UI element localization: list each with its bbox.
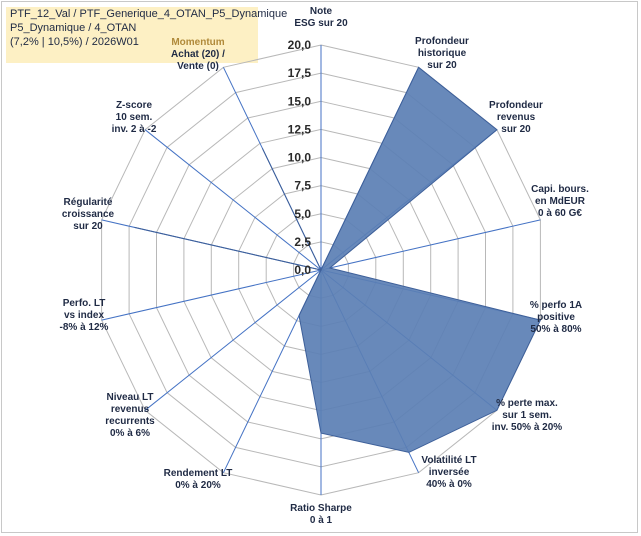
tick-label-0: 0,0	[294, 263, 311, 277]
axis-label-regul-line-3: sur 20	[73, 221, 103, 232]
tick-label-7: 17,5	[288, 66, 312, 80]
axis-label-capi-line-1: Capi. bours.	[531, 184, 589, 195]
axis-label-vol-line-3: 40% à 0%	[426, 479, 472, 490]
axis-label-vol-line-1: Volatilité LT	[421, 455, 476, 466]
axis-label-regul-line-1: Régularité	[64, 197, 113, 208]
axis-label-perte-line-2: sur 1 sem.	[502, 410, 552, 421]
chart-title-box: PTF_12_Val / PTF_Generique_4_OTAN_P5_Dyn…	[6, 7, 288, 63]
tick-label-6: 15,0	[288, 94, 312, 108]
axis-label-capi-line-3: 0 à 60 G€	[538, 208, 582, 219]
axis-spoke-niveau	[144, 269, 322, 411]
axis-label-niveau-line-1: Niveau LT	[106, 392, 153, 403]
axis-label-niveau-line-3: recurrents	[105, 416, 155, 427]
tick-label-2: 5,0	[294, 207, 311, 221]
axis-label-perfo1a-line-1: % perfo 1A	[530, 300, 582, 311]
axis-label-capi-line-2: en MdEUR	[535, 196, 586, 207]
axis-label-perte-line-3: inv. 50% à 20%	[492, 422, 563, 433]
axis-label-prof_rev-line-1: Profondeur	[489, 100, 543, 111]
axis-label-prof_rev-line-3: sur 20	[501, 124, 531, 135]
axis-label-niveau-line-2: revenus	[111, 404, 150, 415]
data-series-area	[134, 66, 542, 453]
axis-label-sharpe-line-1: Ratio Sharpe	[290, 503, 352, 514]
tick-label-5: 12,5	[288, 122, 312, 136]
tick-label-3: 7,5	[294, 179, 311, 193]
axis-label-perfolt-line-1: Perfo. LT	[63, 298, 106, 309]
tick-label-1: 2,5	[294, 235, 311, 249]
title-line-1: PTF_12_Val / PTF_Generique_4_OTAN_P5_Dyn…	[10, 8, 288, 20]
axis-label-perfolt-line-3: -8% à 12%	[60, 322, 109, 333]
axis-label-prof_rev-line-2: revenus	[497, 112, 536, 123]
tick-label-4: 10,0	[288, 151, 312, 165]
axis-label-prof_hist-line-1: Profondeur	[415, 36, 469, 47]
axis-label-momentum-line-1: Momentum	[171, 37, 224, 48]
axis-label-note-line-2: ESG sur 20	[294, 18, 348, 29]
axis-label-prof_hist-line-2: historique	[418, 48, 467, 59]
axis-label-perte-line-1: % perte max.	[496, 398, 558, 409]
title-line-2: P5_Dynamique / 4_OTAN	[10, 22, 137, 34]
axis-spoke-capi	[320, 219, 541, 271]
axis-spoke-perfolt	[101, 269, 322, 321]
axis-label-momentum-line-2: Achat (20) /	[171, 49, 225, 60]
axis-label-zscore-line-1: Z-score	[116, 100, 153, 111]
axis-label-rend-line-1: Rendement LT	[164, 468, 233, 479]
axis-label-vol-line-2: inversée	[429, 467, 470, 478]
tick-label-8: 20,0	[288, 38, 312, 52]
axis-label-regul-line-2: croissance	[62, 209, 115, 220]
axis-label-perfo1a-line-3: 50% à 80%	[530, 324, 581, 335]
axis-label-perfolt-line-2: vs index	[64, 310, 104, 321]
axis-label-zscore-line-2: 10 sem.	[116, 112, 153, 123]
axis-spoke-zscore	[144, 129, 322, 271]
axis-label-prof_hist-line-3: sur 20	[427, 60, 457, 71]
axis-label-rend-line-2: 0% à 20%	[175, 480, 221, 491]
axis-label-zscore-line-3: inv. 2 à -2	[112, 124, 157, 135]
axis-label-niveau-line-4: 0% à 6%	[110, 428, 150, 439]
axis-label-momentum-line-3: Vente (0)	[177, 61, 219, 72]
axis-label-perfo1a-line-2: positive	[537, 312, 575, 323]
axis-label-note-line-1: Note	[310, 6, 333, 17]
axis-label-sharpe-line-2: 0 à 1	[310, 515, 333, 526]
title-line-3: (7,2% | 10,5%) / 2026W01	[10, 36, 139, 48]
